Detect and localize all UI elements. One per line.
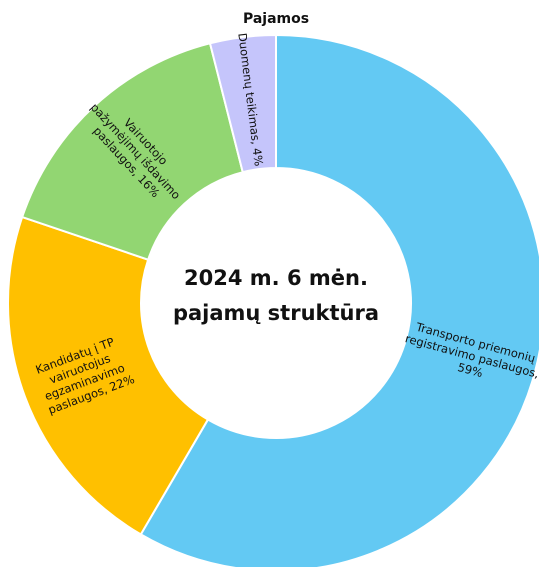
label-sep: , — [101, 380, 113, 396]
label-sep: , — [534, 366, 539, 381]
donut-slice — [139, 33, 539, 567]
donut-slice — [208, 33, 277, 174]
label-sep: , — [249, 140, 264, 149]
center-label: 2024 m. 6 mėn. — [184, 266, 368, 290]
donut-slice — [7, 215, 210, 536]
slice-value-label: 59% — [456, 360, 484, 380]
donut-slice — [20, 42, 244, 261]
center-label: pajamų struktūra — [173, 301, 379, 325]
chart-title: Pajamos — [243, 11, 309, 27]
slice-value-label: 4% — [250, 147, 266, 167]
